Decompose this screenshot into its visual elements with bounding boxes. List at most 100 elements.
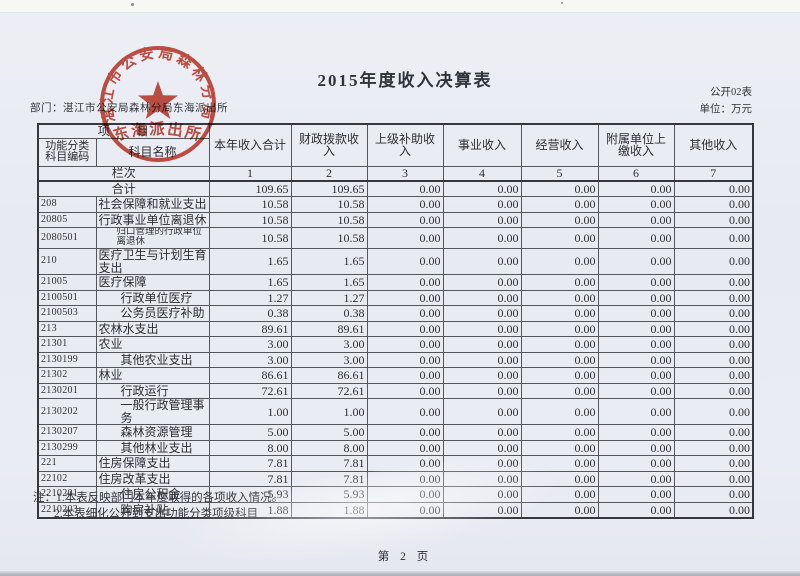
subject-name-cell: 农林水支出	[95, 320, 210, 338]
value-cell: 72.61	[208, 382, 292, 400]
column-header-superior-subsidy: 上级补助收入	[366, 123, 444, 167]
value-cell: 7.81	[290, 470, 368, 488]
value-cell: 0.00	[442, 501, 522, 519]
column-header-fiscal-appropriation: 财政拨款收入	[290, 123, 368, 167]
value-cell: 0.00	[673, 501, 754, 519]
value-cell: 8.00	[208, 439, 292, 457]
scan-speck	[561, 2, 563, 4]
table-row: 21301 农业 3.00 3.00 0.00 0.00 0.00 0.00 0.00	[37, 336, 754, 353]
value-cell: 0.00	[442, 398, 522, 426]
value-cell: 109.65	[290, 180, 368, 198]
value-cell: 0.00	[366, 486, 444, 503]
scan-speck	[131, 3, 134, 6]
subject-name-cell: 住房保障支出	[95, 455, 210, 472]
column-index: 3	[366, 165, 444, 182]
subject-name-cell: 归口管理的行政单位离退休	[95, 227, 210, 250]
subject-name-cell: 行政事业单位离退休	[95, 211, 210, 229]
subject-name-cell: 住房改革支出	[95, 470, 210, 488]
value-cell: 5.00	[290, 424, 368, 441]
value-cell: 0.00	[366, 398, 444, 426]
table-row: 2130202 一般行政管理事务 1.00 1.00 0.00 0.00 0.00 0.00 0…	[37, 398, 754, 426]
value-cell: 10.58	[208, 227, 292, 250]
value-cell: 0.00	[597, 382, 675, 400]
value-cell: 0.00	[520, 336, 599, 353]
value-cell: 0.00	[597, 320, 675, 338]
value-cell: 0.00	[366, 455, 444, 472]
value-cell: 0.00	[673, 336, 754, 353]
value-cell: 0.00	[442, 320, 522, 338]
column-header-other: 其他收入	[673, 123, 754, 167]
value-cell: 0.00	[442, 367, 522, 384]
value-cell: 0.00	[442, 305, 522, 322]
value-cell: 0.00	[520, 439, 599, 457]
value-cell: 0.00	[366, 351, 444, 369]
value-cell: 0.00	[520, 274, 599, 291]
subject-name-cell: 社会保障和就业支出	[95, 196, 210, 213]
value-cell: 0.00	[520, 320, 599, 338]
value-cell: 1.27	[290, 289, 368, 307]
code-cell: 22102	[37, 470, 97, 488]
value-cell: 0.00	[597, 501, 675, 519]
value-cell: 89.61	[290, 320, 368, 338]
column-index: 2	[290, 165, 368, 182]
value-cell: 0.00	[673, 367, 754, 384]
value-cell: 0.00	[520, 398, 599, 426]
page-number: 第 2 页	[377, 551, 433, 563]
value-cell: 0.38	[290, 305, 368, 322]
code-cell: 2100503	[37, 305, 97, 322]
code-cell: 210	[37, 248, 97, 276]
value-cell: 10.58	[208, 211, 292, 229]
subject-name-cell: 一般行政管理事务	[95, 398, 210, 426]
value-cell: 1.00	[290, 398, 368, 426]
code-cell: 21302	[37, 367, 97, 384]
value-cell: 1.65	[290, 274, 368, 291]
subject-name-cell: 公务员医疗补助	[95, 305, 210, 322]
value-cell: 5.00	[208, 424, 292, 441]
value-cell: 0.00	[442, 486, 522, 503]
value-cell: 0.00	[442, 424, 522, 441]
value-cell: 0.00	[366, 336, 444, 353]
value-cell: 0.00	[366, 305, 444, 322]
value-cell: 109.65	[208, 180, 292, 198]
value-cell: 0.00	[673, 196, 754, 213]
subject-name-cell: 其他林业支出	[95, 439, 210, 457]
value-cell: 8.00	[290, 439, 368, 457]
value-cell: 0.00	[442, 196, 522, 213]
value-cell: 0.00	[597, 398, 675, 426]
table-row: 208 社会保障和就业支出 10.58 10.58 0.00 0.00 0.00 0.00 0.…	[37, 196, 754, 213]
value-cell: 0.00	[673, 305, 754, 322]
value-cell: 0.00	[366, 196, 444, 213]
value-cell: 0.00	[673, 180, 754, 198]
value-cell: 0.00	[366, 439, 444, 457]
code-cell: 2210203	[37, 501, 97, 519]
value-cell: 0.00	[597, 336, 675, 353]
column-index: 7	[673, 165, 754, 182]
value-cell: 0.00	[673, 424, 754, 441]
subject-name-cell: 其他农业支出	[95, 351, 210, 369]
value-cell: 0.00	[673, 289, 754, 307]
value-cell: 86.61	[208, 367, 292, 384]
code-cell: 213	[37, 320, 97, 338]
subject-name-cell: 农业	[95, 336, 210, 353]
column-index: 6	[597, 165, 675, 182]
value-cell: 5.93	[290, 486, 368, 503]
unit-label: 单位：万元	[699, 104, 753, 115]
value-cell: 0.00	[442, 470, 522, 488]
table-row: 221 住房保障支出 7.81 7.81 0.00 0.00 0.00 0.00 0.00	[37, 455, 754, 472]
subject-name-cell: 医疗卫生与计划生育支出	[95, 248, 210, 276]
value-cell: 0.00	[520, 227, 599, 250]
value-cell: 0.00	[520, 470, 599, 488]
value-cell: 0.00	[520, 424, 599, 441]
table-code-label: 公开02表	[710, 87, 752, 98]
value-cell: 0.00	[520, 455, 599, 472]
value-cell: 0.00	[673, 382, 754, 400]
value-cell: 3.00	[290, 336, 368, 353]
value-cell: 0.00	[673, 211, 754, 229]
corner-code-label: 功能分类 科目编码	[37, 137, 97, 167]
code-cell: 21005	[37, 274, 97, 291]
value-cell: 0.00	[597, 227, 675, 250]
value-cell: 0.00	[366, 289, 444, 307]
table-row: 2130299 其他林业支出 8.00 8.00 0.00 0.00 0.00 0.00 0.0…	[37, 439, 754, 457]
value-cell: 0.00	[597, 367, 675, 384]
value-cell: 0.00	[442, 211, 522, 229]
